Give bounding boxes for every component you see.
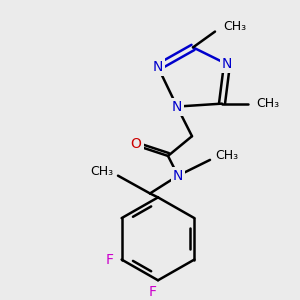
Text: F: F bbox=[106, 253, 114, 267]
Text: CH₃: CH₃ bbox=[90, 165, 113, 178]
Text: N: N bbox=[173, 169, 183, 183]
Text: O: O bbox=[130, 137, 141, 151]
Text: CH₃: CH₃ bbox=[215, 149, 238, 162]
Text: N: N bbox=[153, 60, 163, 74]
Text: CH₃: CH₃ bbox=[256, 97, 279, 110]
Text: F: F bbox=[149, 285, 157, 299]
Text: CH₃: CH₃ bbox=[223, 20, 246, 33]
Text: N: N bbox=[172, 100, 182, 114]
Text: N: N bbox=[222, 57, 232, 71]
